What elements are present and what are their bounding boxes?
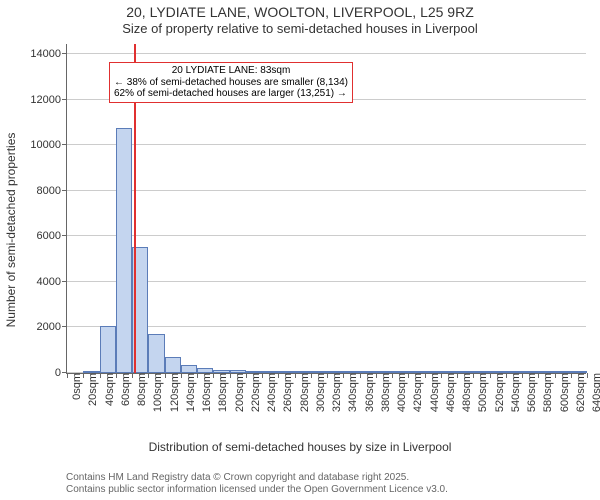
x-tick-label: 620sqm bbox=[571, 373, 587, 412]
histogram-bar bbox=[100, 326, 116, 373]
x-tick-label: 420sqm bbox=[408, 373, 424, 412]
chart-title-sub: Size of property relative to semi-detach… bbox=[0, 21, 600, 37]
x-tick-label: 120sqm bbox=[165, 373, 181, 412]
histogram-bar bbox=[425, 371, 441, 373]
x-tick-label: 300sqm bbox=[311, 373, 327, 412]
histogram-bar bbox=[343, 371, 359, 373]
x-tick-label: 640sqm bbox=[587, 373, 600, 412]
histogram-bar bbox=[506, 371, 522, 373]
histogram-bar bbox=[522, 371, 538, 373]
histogram-bar bbox=[262, 371, 278, 373]
footer-credits: Contains HM Land Registry data © Crown c… bbox=[66, 472, 448, 496]
x-tick-label: 560sqm bbox=[522, 373, 538, 412]
histogram-bar bbox=[213, 370, 229, 373]
histogram-bar bbox=[311, 371, 327, 373]
histogram-bar bbox=[555, 371, 571, 373]
x-tick-label: 500sqm bbox=[473, 373, 489, 412]
x-tick-label: 340sqm bbox=[343, 373, 359, 412]
chart-title-block: 20, LYDIATE LANE, WOOLTON, LIVERPOOL, L2… bbox=[0, 4, 600, 36]
x-tick-label: 480sqm bbox=[457, 373, 473, 412]
footer-line-1: Contains HM Land Registry data © Crown c… bbox=[66, 472, 448, 484]
x-tick-label: 240sqm bbox=[262, 373, 278, 412]
x-tick-label: 0sqm bbox=[67, 373, 83, 400]
chart-title-main: 20, LYDIATE LANE, WOOLTON, LIVERPOOL, L2… bbox=[0, 4, 600, 21]
x-tick-label: 140sqm bbox=[181, 373, 197, 412]
x-tick-label: 520sqm bbox=[490, 373, 506, 412]
x-tick-label: 200sqm bbox=[230, 373, 246, 412]
y-tick-label: 2000 bbox=[37, 321, 67, 333]
y-tick-label: 10000 bbox=[30, 139, 67, 151]
x-tick-label: 60sqm bbox=[116, 373, 132, 406]
y-axis-label: Number of semi-detached properties bbox=[4, 133, 18, 328]
annotation-box: 20 LYDIATE LANE: 83sqm← 38% of semi-deta… bbox=[109, 62, 353, 103]
histogram-bar bbox=[571, 371, 587, 373]
histogram-bar bbox=[376, 371, 392, 373]
chart-container: 20, LYDIATE LANE, WOOLTON, LIVERPOOL, L2… bbox=[0, 0, 600, 500]
x-axis-label: Distribution of semi-detached houses by … bbox=[0, 440, 600, 454]
histogram-bar bbox=[490, 371, 506, 373]
histogram-bar bbox=[327, 371, 343, 373]
x-tick-label: 320sqm bbox=[327, 373, 343, 412]
x-tick-label: 220sqm bbox=[246, 373, 262, 412]
plot-area: 020004000600080001000012000140000sqm20sq… bbox=[66, 44, 586, 374]
histogram-bar bbox=[165, 357, 181, 373]
histogram-bar bbox=[197, 368, 213, 373]
gridline bbox=[67, 53, 586, 54]
histogram-bar bbox=[83, 371, 99, 373]
x-tick-label: 360sqm bbox=[360, 373, 376, 412]
histogram-bar bbox=[392, 371, 408, 373]
x-tick-label: 600sqm bbox=[555, 373, 571, 412]
histogram-bar bbox=[246, 371, 262, 373]
x-tick-label: 380sqm bbox=[376, 373, 392, 412]
histogram-bar bbox=[181, 365, 197, 373]
x-tick-label: 540sqm bbox=[506, 373, 522, 412]
histogram-bar bbox=[473, 371, 489, 373]
y-tick-label: 6000 bbox=[37, 230, 67, 242]
histogram-bar bbox=[441, 371, 457, 373]
gridline bbox=[67, 235, 586, 236]
histogram-bar bbox=[278, 371, 294, 373]
histogram-bar bbox=[360, 371, 376, 373]
x-tick-label: 20sqm bbox=[83, 373, 99, 406]
histogram-bar bbox=[230, 370, 246, 373]
footer-line-2: Contains public sector information licen… bbox=[66, 484, 448, 496]
y-tick-label: 4000 bbox=[37, 276, 67, 288]
y-tick-label: 8000 bbox=[37, 185, 67, 197]
x-tick-label: 460sqm bbox=[441, 373, 457, 412]
histogram-bar bbox=[457, 371, 473, 373]
y-tick-label: 0 bbox=[55, 367, 67, 379]
histogram-bar bbox=[295, 371, 311, 373]
histogram-bar bbox=[408, 371, 424, 373]
histogram-bar bbox=[116, 128, 132, 373]
histogram-bar bbox=[148, 334, 164, 373]
x-tick-label: 180sqm bbox=[213, 373, 229, 412]
x-tick-label: 100sqm bbox=[148, 373, 164, 412]
x-tick-label: 40sqm bbox=[100, 373, 116, 406]
x-tick-label: 400sqm bbox=[392, 373, 408, 412]
x-tick-label: 160sqm bbox=[197, 373, 213, 412]
gridline bbox=[67, 190, 586, 191]
gridline bbox=[67, 144, 586, 145]
x-tick-label: 260sqm bbox=[278, 373, 294, 412]
x-tick-label: 280sqm bbox=[295, 373, 311, 412]
x-tick-label: 440sqm bbox=[425, 373, 441, 412]
x-tick-label: 80sqm bbox=[132, 373, 148, 406]
histogram-bar bbox=[538, 371, 554, 373]
x-tick-label: 580sqm bbox=[538, 373, 554, 412]
y-tick-label: 12000 bbox=[30, 94, 67, 106]
y-tick-label: 14000 bbox=[30, 48, 67, 60]
annotation-line: ← 38% of semi-detached houses are smalle… bbox=[114, 77, 348, 89]
annotation-line: 62% of semi-detached houses are larger (… bbox=[114, 88, 348, 100]
annotation-line: 20 LYDIATE LANE: 83sqm bbox=[114, 65, 348, 77]
